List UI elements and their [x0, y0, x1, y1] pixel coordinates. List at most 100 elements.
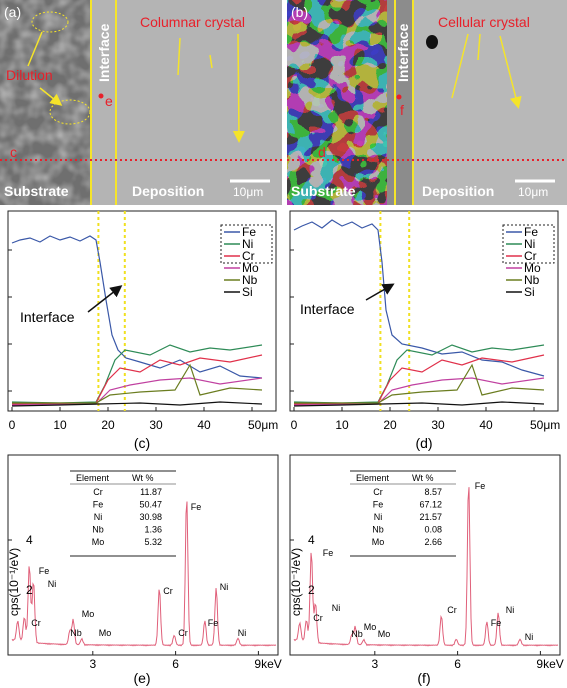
legend-label: Mo: [524, 261, 541, 275]
legend-label: Cr: [524, 249, 537, 263]
y-axis-label: cps(10⁻¹/eV): [289, 548, 303, 616]
legend-box: [502, 224, 555, 264]
panel-label: (c): [134, 435, 150, 451]
peak-label: Ni: [525, 632, 534, 642]
x-tick-label: 40: [197, 418, 211, 432]
deposition-label: Deposition: [132, 183, 204, 199]
panel-label: (d): [415, 435, 432, 451]
interface-label: Interface: [395, 23, 411, 82]
table-cell: 8.57: [424, 487, 442, 497]
plot-frame: [7, 454, 279, 656]
spectrum-panel: cps(10⁻¹/eV)423 6 9keVCrFeNiNbMoMoCrFeFeNi…: [289, 454, 564, 686]
table-cell: 50.47: [139, 500, 162, 510]
legend-label: Mo: [242, 261, 259, 275]
peak-label: Cr: [447, 605, 457, 615]
line-label: d: [318, 144, 326, 160]
point-label: f: [400, 102, 404, 118]
element-profile: [294, 363, 545, 404]
arrow: [451, 33, 518, 106]
element-profile: [11, 354, 263, 405]
element-profile: [11, 401, 263, 407]
peak-label: Nb: [70, 628, 82, 638]
element-profile: [293, 354, 545, 405]
scale-label: 10μm: [233, 185, 263, 199]
table-header: Element: [76, 473, 110, 483]
table-header: Wt %: [132, 473, 154, 483]
legend-label: Si: [524, 285, 535, 299]
legend-label: Fe: [524, 225, 538, 239]
deposition-region: [91, 0, 282, 205]
x-tick-label: 50μm: [248, 418, 278, 432]
table-cell: 2.66: [424, 537, 442, 547]
point-marker: [396, 94, 402, 100]
interface-label: Interface: [300, 301, 355, 317]
table-cell: Cr: [93, 487, 103, 497]
substrate-texture: [0, 0, 91, 205]
spectrum: [293, 487, 559, 647]
panel-label: (a): [4, 4, 21, 20]
scale-label: 10μm: [518, 185, 548, 199]
element-profile: [11, 377, 263, 406]
peak-label: Fe: [491, 618, 502, 628]
plot-frame: [7, 210, 277, 412]
x-tick-label: 6: [454, 657, 461, 671]
sem-b: (b) Interface Cellular crystal f d Subst…: [287, 0, 567, 205]
crystal-label: Cellular crystal: [438, 14, 530, 30]
interface-arrow: [87, 285, 123, 313]
element-profile: [11, 344, 263, 404]
legend-label: Ni: [524, 237, 535, 251]
peak-label: Ni: [238, 628, 247, 638]
spectrum: [11, 501, 277, 647]
peak-label: Cr: [163, 586, 173, 596]
legend-label: Ni: [242, 237, 253, 251]
table-cell: 21.57: [419, 512, 442, 522]
peak-label: Cr: [178, 628, 188, 638]
substrate-label: Substrate: [291, 183, 356, 199]
arrow: [27, 31, 60, 104]
table-cell: Mo: [372, 537, 385, 547]
x-tick-label: 30: [431, 418, 445, 432]
table-cell: Nb: [92, 525, 104, 535]
peak-label: Ni: [48, 579, 57, 589]
table-cell: Cr: [373, 487, 383, 497]
x-tick-label: 20: [383, 418, 397, 432]
point-marker: [98, 93, 104, 99]
deposition-region: [413, 0, 567, 205]
x-tick-label: 50μm: [530, 418, 560, 432]
panel-label: (f): [417, 670, 430, 686]
peak-label: Mo: [82, 609, 95, 619]
peak-label: Ni: [506, 605, 515, 615]
dilution-zone: [31, 11, 69, 33]
table-cell: Fe: [93, 500, 104, 510]
legend-label: Cr: [242, 249, 255, 263]
legend-label: Fe: [242, 225, 256, 239]
table-header: Element: [356, 473, 390, 483]
spectrum-panel: cps(10⁻¹/eV)423 6 9keVCrFeNiNbMoMoCrCrFeFe…: [7, 454, 282, 686]
plot-frame: [289, 210, 559, 412]
table-cell: Ni: [374, 512, 383, 522]
substrate-label: Substrate: [4, 183, 69, 199]
peak-label: Fe: [475, 481, 486, 491]
sem-a: (a) Interface Columnar crystal Dilution …: [0, 0, 282, 205]
fe-profile: [11, 235, 263, 379]
peak-label: Cr: [313, 613, 323, 623]
peak-label: Ni: [332, 603, 341, 613]
x-tick-label: 0: [291, 418, 298, 432]
peak-label: Nb: [351, 629, 363, 639]
table-cell: 1.36: [144, 525, 162, 535]
table-cell: 5.32: [144, 537, 162, 547]
legend-label: Si: [242, 285, 253, 299]
interface-region: [387, 0, 413, 205]
plot-frame: [289, 454, 561, 656]
pore: [426, 35, 438, 49]
table-cell: Ni: [94, 512, 103, 522]
peak-label: Mo: [378, 629, 391, 639]
peak-label: Fe: [323, 548, 334, 558]
interface-label: Interface: [20, 309, 75, 325]
table-cell: 0.08: [424, 525, 442, 535]
deposition-label: Deposition: [422, 183, 494, 199]
element-profile: [12, 363, 263, 404]
